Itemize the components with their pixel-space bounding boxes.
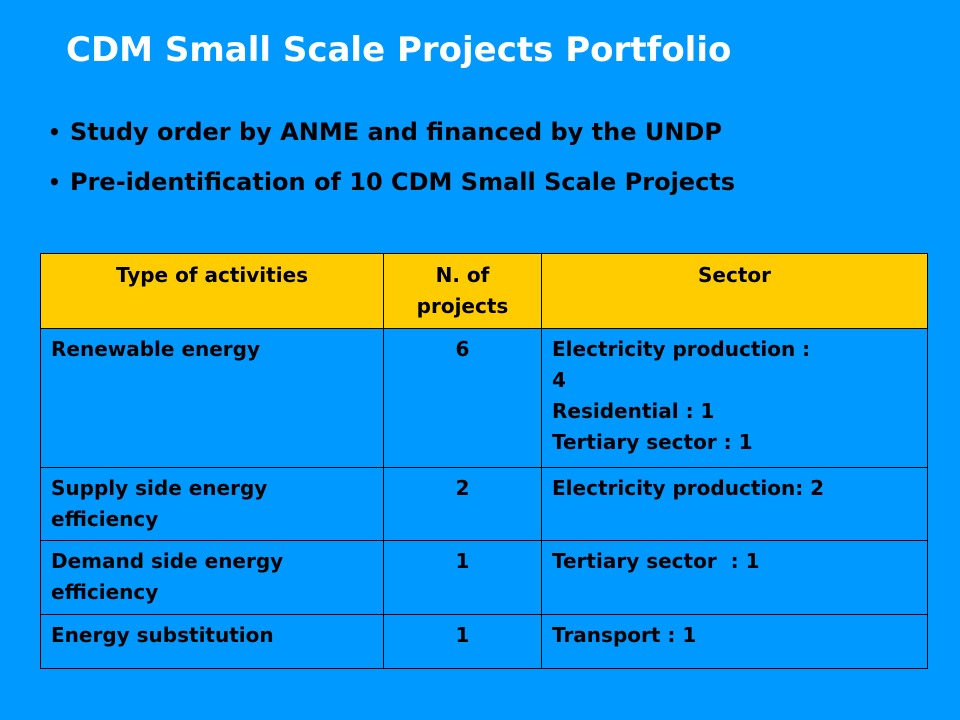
sector-line: Tertiary sector : 1	[552, 549, 760, 573]
cell-count: 1	[383, 614, 542, 669]
slide-title: CDM Small Scale Projects Portfolio	[66, 30, 732, 70]
cell-sector: Transport : 1	[541, 614, 928, 669]
sector-line: Residential : 1	[552, 399, 715, 423]
bullet-item: • Study order by ANME and financed by th…	[48, 114, 735, 164]
cell-type: Energy substitution	[40, 614, 384, 669]
bullet-text: Study order by ANME and financed by the …	[70, 118, 722, 146]
cell-type: Renewable energy	[40, 328, 384, 468]
header-sector: Sector	[541, 253, 928, 329]
portfolio-table: Type of activities N. of projects Sector…	[40, 253, 928, 669]
header-number-of-projects: N. of projects	[383, 253, 542, 329]
cell-sector: Electricity production: 2	[541, 467, 928, 541]
cell-count: 2	[383, 467, 542, 541]
sector-line: Electricity production: 2	[552, 476, 825, 500]
table-row: Demand side energy efficiency 1 Tertiary…	[40, 540, 928, 615]
table-body: Renewable energy 6 Electricity productio…	[40, 328, 928, 669]
header-count-line: projects	[416, 294, 509, 318]
cell-sector: Electricity production : 4 Residential :…	[541, 328, 928, 468]
cell-count: 6	[383, 328, 542, 468]
cell-type: Demand side energy efficiency	[40, 540, 384, 615]
cell-sector: Tertiary sector : 1	[541, 540, 928, 615]
bullet-dot-icon: •	[48, 170, 61, 194]
bullet-text: Pre-identification of 10 CDM Small Scale…	[70, 168, 736, 196]
table-row: Energy substitution 1 Transport : 1	[40, 614, 928, 669]
header-count-line: N. of	[435, 263, 490, 287]
bullet-dot-icon: •	[48, 120, 61, 144]
bullet-list: • Study order by ANME and financed by th…	[48, 114, 735, 214]
table-row: Renewable energy 6 Electricity productio…	[40, 328, 928, 468]
sector-line: Electricity production :	[552, 337, 811, 361]
bullet-item: • Pre-identification of 10 CDM Small Sca…	[48, 164, 735, 214]
header-row: Type of activities N. of projects Sector	[40, 253, 928, 329]
sector-line: Transport : 1	[552, 623, 697, 647]
header-type-of-activities: Type of activities	[40, 253, 384, 329]
sector-line: Tertiary sector : 1	[552, 430, 753, 454]
sector-line: 4	[552, 368, 566, 392]
table-row: Supply side energy efficiency 2 Electric…	[40, 467, 928, 541]
table-header: Type of activities N. of projects Sector	[40, 253, 928, 329]
cell-type: Supply side energy efficiency	[40, 467, 384, 541]
cell-count: 1	[383, 540, 542, 615]
